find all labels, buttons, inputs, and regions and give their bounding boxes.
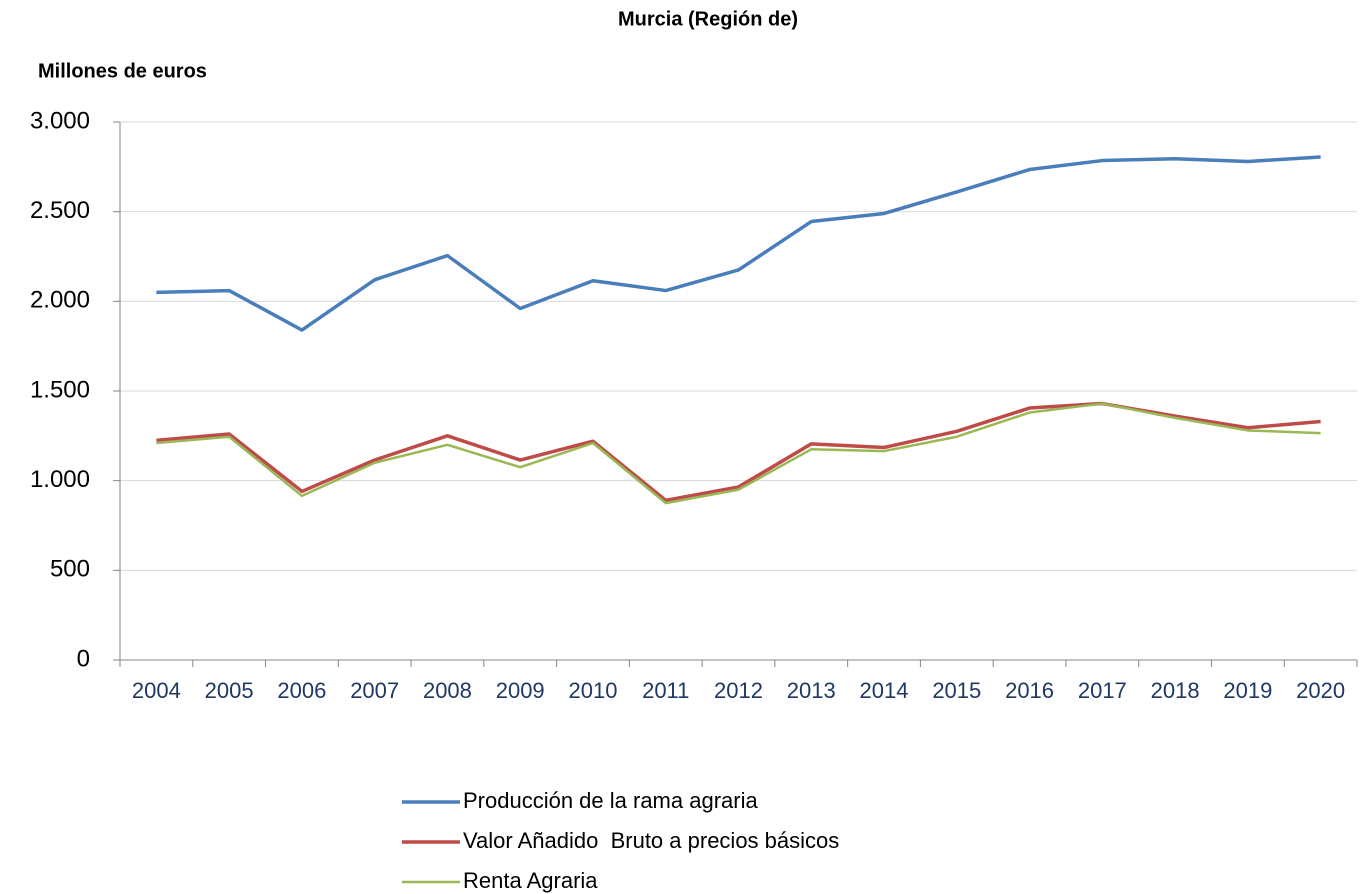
y-tick-label: 500 [50,556,90,583]
y-tick-label: 3.000 [30,107,90,134]
x-tick-label: 2019 [1223,678,1272,703]
x-tick-label: 2011 [642,678,689,703]
series-line [156,401,1321,503]
series-line [156,155,1321,332]
y-tick-label: 0 [77,645,90,672]
x-tick-label: 2017 [1078,678,1127,703]
x-tick-label: 2015 [932,678,981,703]
x-tick-label: 2007 [350,678,399,703]
x-tick-label: 2010 [568,678,617,703]
y-tick-label: 2.500 [30,197,90,224]
x-tick-label: 2014 [860,678,909,703]
legend-label: Renta Agraria [463,868,598,893]
x-tick-label: 2016 [1005,678,1054,703]
y-tick-label: 2.000 [30,287,90,314]
y-axis-label: Millones de euros [38,60,207,82]
x-tick-label: 2012 [714,678,763,703]
y-tick-label: 1.500 [30,376,90,403]
x-tick-label: 2020 [1296,678,1345,703]
x-tick-label: 2004 [132,678,181,703]
y-tick-label: 1.000 [30,466,90,493]
x-tick-label: 2009 [496,678,545,703]
x-tick-label: 2006 [277,678,326,703]
x-tick-label: 2013 [787,678,836,703]
x-tick-label: 2005 [205,678,254,703]
x-tick-label: 2018 [1151,678,1200,703]
series-line [156,402,1321,505]
legend-label: Valor Añadido Bruto a precios básicos [463,828,839,853]
legend-label: Producción de la rama agraria [463,788,758,813]
x-tick-label: 2008 [423,678,472,703]
chart-title: Murcia (Región de) [618,8,798,30]
